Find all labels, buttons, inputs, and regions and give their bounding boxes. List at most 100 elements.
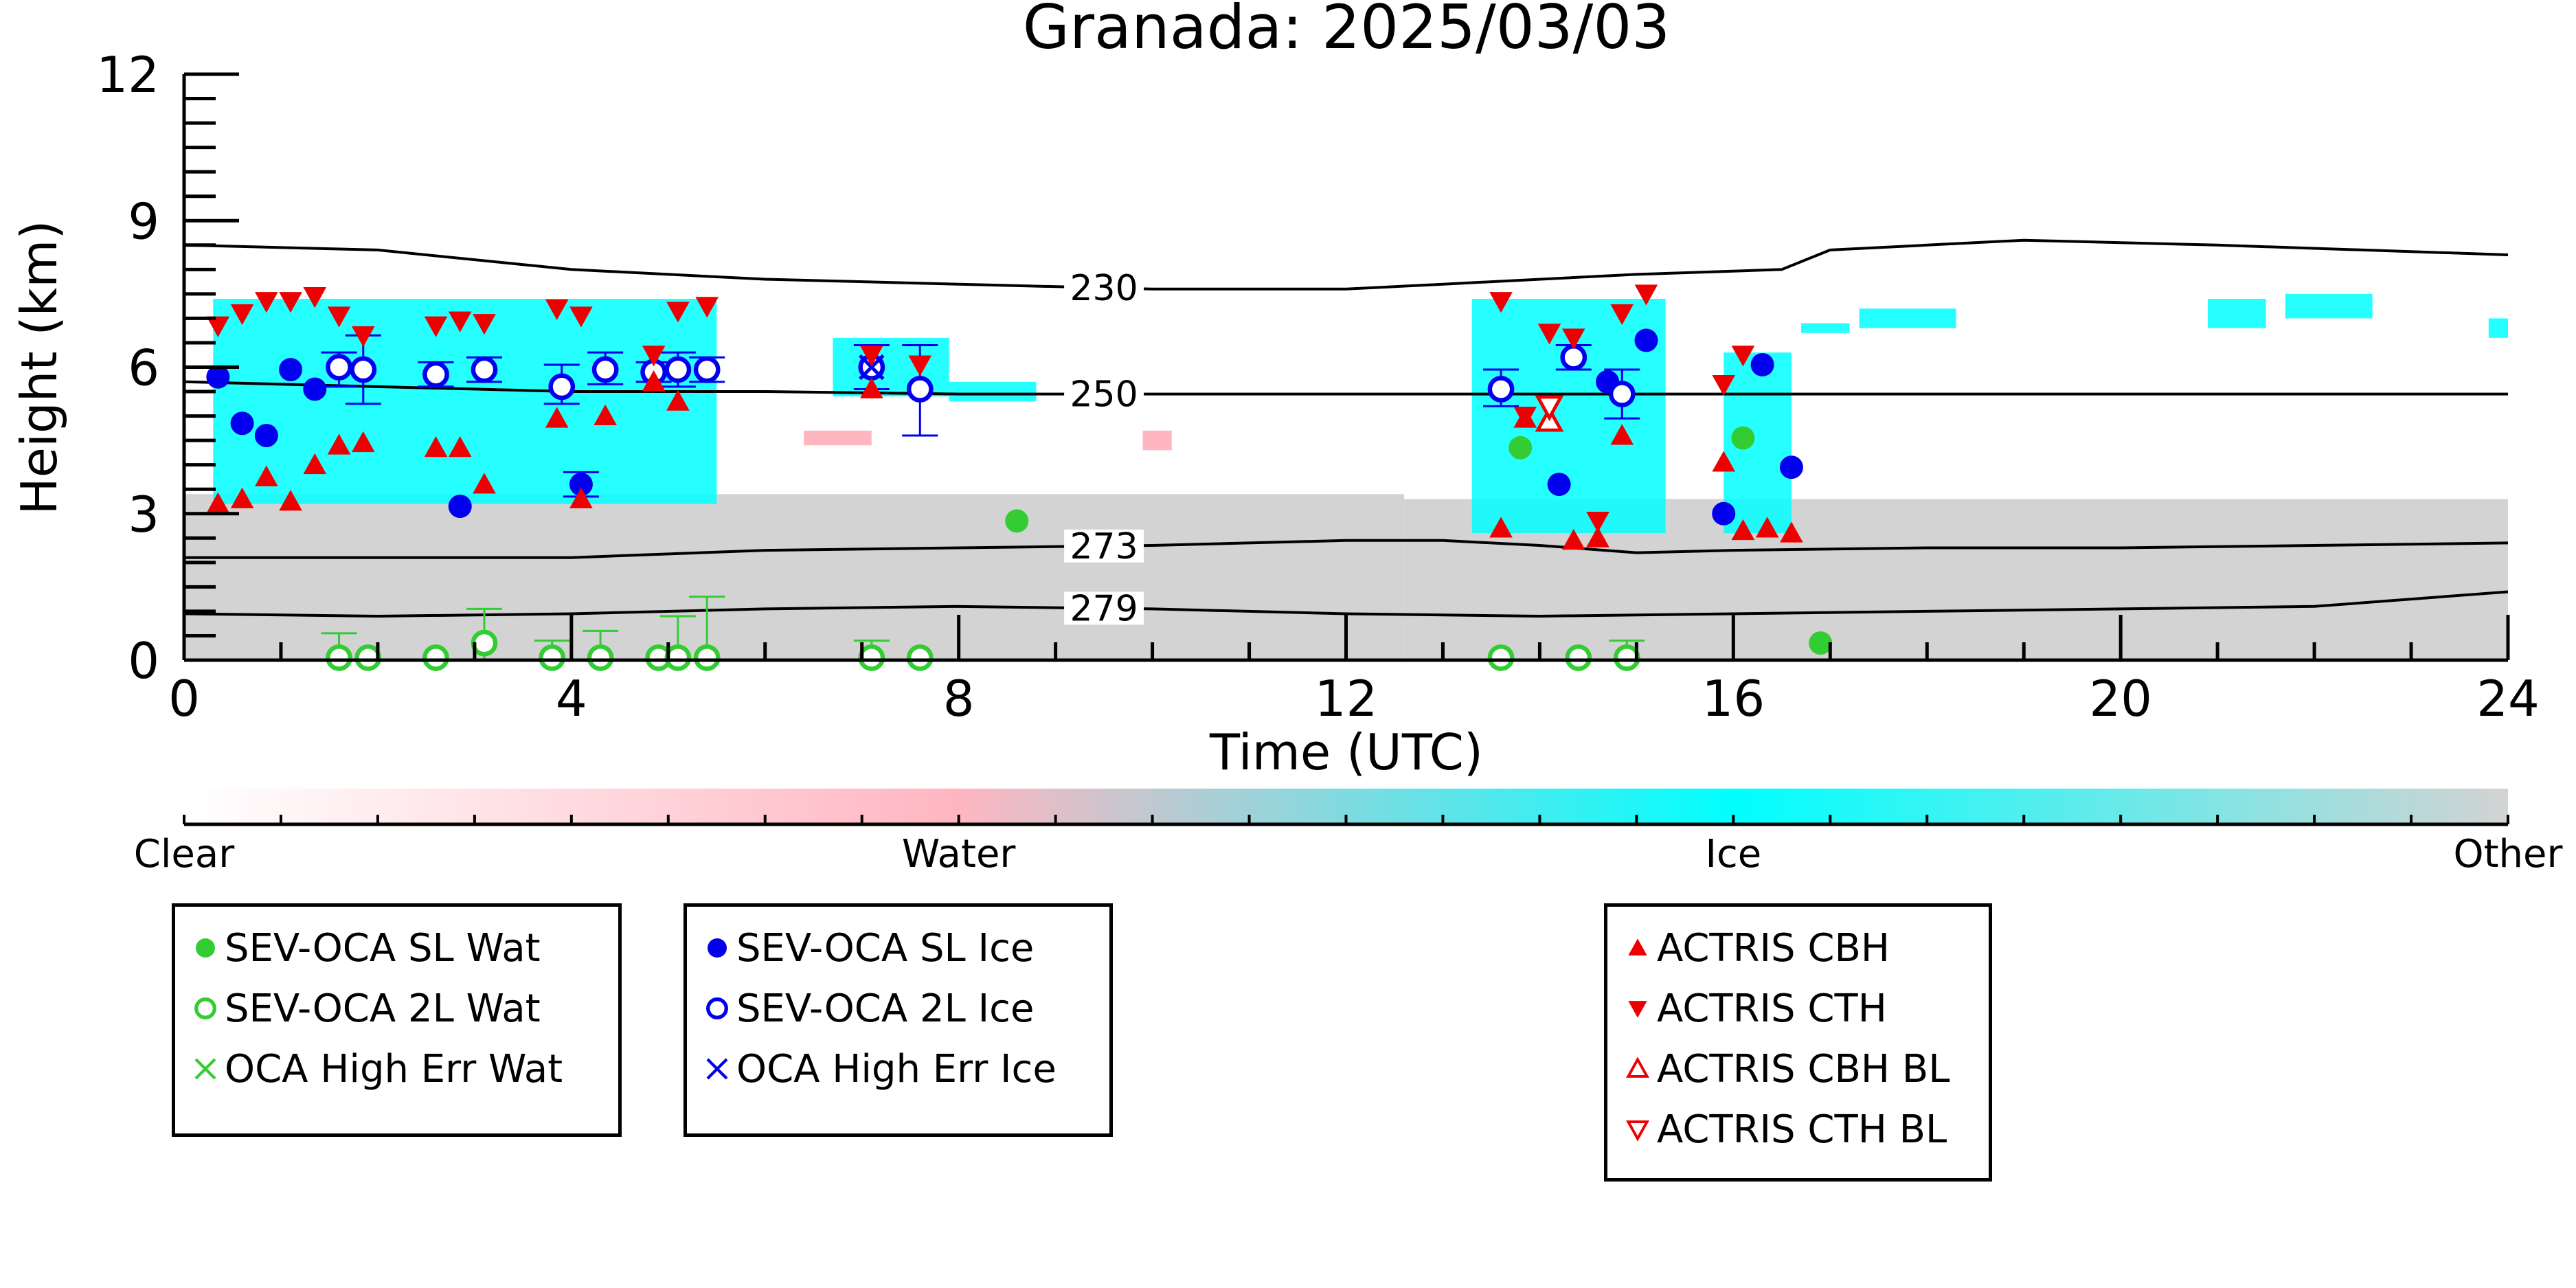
class-region-water [1142, 430, 1172, 451]
point-actris-cbh [569, 487, 593, 508]
point-sev-oca-2l-ice [591, 356, 619, 383]
point-actris-cth [695, 297, 719, 318]
point-sev-oca-2l-wat [539, 644, 566, 671]
x-axis-label: Time (UTC) [1209, 723, 1483, 781]
class-region-ice [1801, 323, 1850, 333]
legend-label: SEV-OCA SL Ice [736, 925, 1035, 971]
contour-label-230: 230 [1070, 268, 1138, 309]
legend-box-2: SEV-OCA SL Ice SEV-OCA 2L Ice OCA High Err… [683, 903, 1113, 1137]
legend-symbol [194, 997, 216, 1019]
class-region-other [184, 494, 1405, 660]
point-sev-oca-2l-wat [1613, 644, 1640, 671]
contour-label-bg [1064, 591, 1144, 625]
point-actris-cth [1586, 511, 1609, 533]
point-sev-oca-2l-ice [1608, 381, 1636, 407]
point-sev-oca-2l-ice [350, 356, 377, 383]
contour-label-bg [1064, 271, 1144, 304]
legend-item: OCA High Err Ice [701, 1047, 1057, 1092]
point-actris-cbh [303, 453, 327, 475]
legend-label: SEV-OCA 2L Ice [736, 986, 1035, 1031]
legend-marker [196, 938, 215, 958]
point-actris-cbh [666, 389, 690, 411]
point-actris-cbh [206, 492, 230, 513]
colorbar-label-water: Water [902, 832, 1017, 877]
x-tick-label: 0 [168, 670, 200, 727]
point-actris-cth [351, 326, 375, 348]
point-actris-cbh [1489, 517, 1513, 538]
legend-item: ACTRIS CBH BL [1621, 1047, 1950, 1092]
x-tick-label: 16 [1702, 670, 1765, 727]
y-tick-label: 9 [128, 192, 159, 250]
point-sev-oca-sl-ice [206, 365, 230, 389]
legend-item: SEV-OCA 2L Ice [701, 986, 1035, 1031]
point-sev-oca-2l-wat [906, 644, 934, 671]
x-tick-label: 20 [2089, 670, 2152, 727]
point-sev-oca-2l-wat [326, 644, 352, 671]
legend-item: SEV-OCA 2L Wat [189, 986, 541, 1031]
point-actris-cbh [279, 490, 302, 511]
legend-marker [1626, 1057, 1649, 1078]
contour-label-bg [1064, 377, 1144, 411]
point-actris-cbh [448, 436, 472, 457]
point-sev-oca-sl-ice [569, 473, 593, 497]
legend-symbol [196, 938, 215, 958]
contour-230 [184, 238, 2508, 291]
y-tick-label: 6 [128, 339, 159, 397]
contour-273 [184, 539, 2508, 559]
point-sev-oca-sl-ice [1779, 455, 1803, 479]
point-actris-cth [908, 355, 932, 376]
point-sev-oca-2l-ice [1560, 343, 1588, 371]
legend-item: ACTRIS CTH BL [1621, 1107, 1947, 1152]
point-actris-cth [1634, 284, 1658, 306]
point-sev-oca-sl-wat [1809, 631, 1833, 655]
point-actris-cth [1712, 374, 1736, 396]
contour-label-279: 279 [1070, 588, 1138, 629]
point-actris-cth [860, 346, 883, 367]
point-sev-oca-sl-ice [230, 411, 254, 436]
point-sev-oca-sl-ice [1634, 328, 1658, 352]
point-sev-oca-2l-ice [422, 361, 449, 388]
point-actris-cth [1489, 292, 1513, 313]
x-tick-label: 4 [556, 670, 587, 727]
contour-279 [184, 590, 2508, 618]
point-actris-cbh [860, 377, 883, 398]
legend-symbol [706, 1058, 728, 1080]
legend-item: SEV-OCA SL Ice [701, 925, 1035, 971]
temperature-contours [184, 238, 2508, 618]
point-oca-high-err-ice [858, 354, 885, 381]
contour-label-250: 250 [1070, 374, 1138, 416]
class-region-ice [2285, 293, 2373, 319]
point-sev-oca-sl-ice [1547, 473, 1571, 497]
colorbar-axis: Clear Water Ice Other [134, 815, 2563, 877]
contour-label-bg [1064, 529, 1144, 563]
legend-symbol [706, 997, 728, 1019]
point-sev-oca-2l-wat [1565, 644, 1592, 671]
legend-label: SEV-OCA 2L Wat [225, 986, 541, 1031]
point-actris-cbh [1586, 526, 1609, 547]
class-region-ice [2208, 298, 2266, 328]
point-actris-cth [1610, 304, 1634, 326]
point-actris-cth [255, 292, 278, 313]
point-sev-oca-2l-wat [1487, 644, 1515, 671]
point-actris-cth [1561, 328, 1585, 350]
point-actris-cbh [255, 465, 278, 486]
x-tick-label: 12 [1315, 670, 1378, 727]
class-region-ice [949, 381, 1037, 402]
point-sev-oca-sl-ice [279, 358, 303, 382]
point-sev-oca-sl-ice [448, 495, 472, 519]
legend-label: ACTRIS CTH BL [1657, 1107, 1947, 1152]
point-actris-cth [1537, 324, 1561, 345]
legend-marker [1626, 1120, 1649, 1142]
point-actris-cth [230, 304, 254, 326]
x-tick-label: 8 [943, 670, 975, 727]
point-sev-oca-sl-wat [1005, 509, 1029, 533]
legend-symbol [708, 938, 727, 958]
point-sev-oca-2l-wat [693, 644, 721, 671]
point-sev-oca-2l-wat [858, 644, 885, 671]
legend-marker [706, 1058, 728, 1080]
point-actris-cth [279, 292, 302, 313]
legend-item: ACTRIS CTH [1621, 986, 1887, 1031]
point-actris-cth [327, 306, 351, 328]
point-sev-oca-2l-ice [693, 356, 721, 383]
